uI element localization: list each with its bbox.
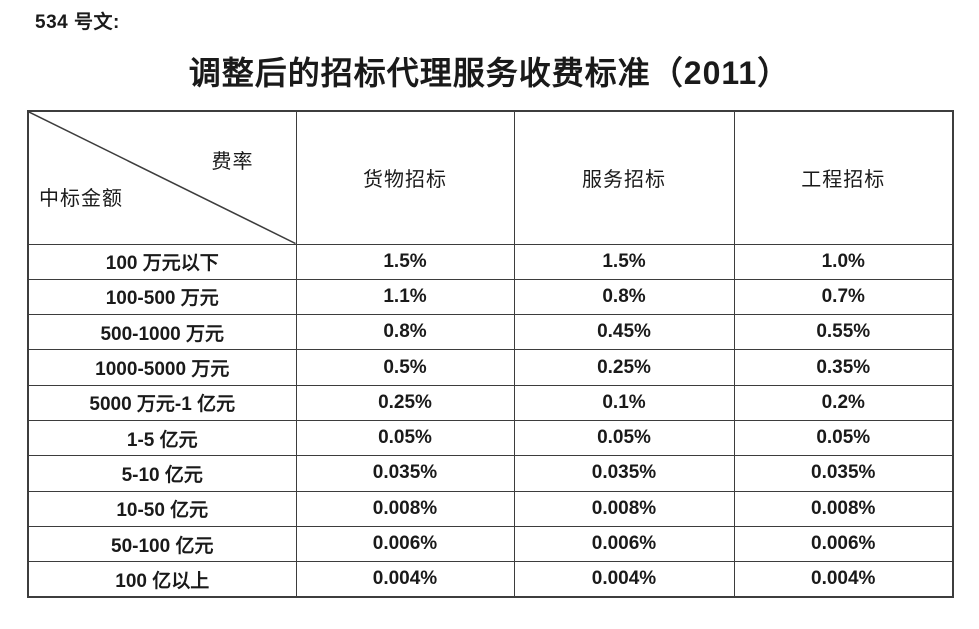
row-label: 100 亿以上 bbox=[27, 561, 297, 598]
rate-cell: 1.5% bbox=[295, 243, 515, 280]
table-row: 100 亿以上 0.004% 0.004% 0.004% bbox=[27, 561, 954, 598]
rate-cell: 0.8% bbox=[295, 314, 515, 351]
rate-cell: 0.006% bbox=[513, 525, 735, 563]
rate-cell: 0.035% bbox=[733, 455, 954, 492]
table-row: 100-500 万元 1.1% 0.8% 0.7% bbox=[27, 278, 954, 316]
rate-cell: 0.004% bbox=[295, 561, 515, 598]
rate-cell: 0.05% bbox=[733, 419, 954, 457]
column-header-services: 服务招标 bbox=[513, 110, 735, 245]
row-label: 100-500 万元 bbox=[27, 278, 297, 316]
rate-cell: 0.008% bbox=[733, 490, 954, 527]
column-header-engineering: 工程招标 bbox=[733, 110, 954, 245]
rate-cell: 0.004% bbox=[513, 561, 735, 598]
row-label: 10-50 亿元 bbox=[27, 490, 297, 527]
rate-cell: 0.035% bbox=[513, 455, 735, 492]
table-row: 500-1000 万元 0.8% 0.45% 0.55% bbox=[27, 314, 954, 351]
fee-rate-table: 费率 中标金额 货物招标 服务招标 工程招标 100 万元以下 1.5% 1.5… bbox=[27, 110, 954, 598]
table-row: 5-10 亿元 0.035% 0.035% 0.035% bbox=[27, 455, 954, 492]
rate-cell: 0.45% bbox=[513, 314, 735, 351]
table-row: 10-50 亿元 0.008% 0.008% 0.008% bbox=[27, 490, 954, 527]
table-row: 100 万元以下 1.5% 1.5% 1.0% bbox=[27, 243, 954, 280]
column-header-goods: 货物招标 bbox=[295, 110, 515, 245]
diagonal-divider bbox=[29, 112, 296, 244]
rate-cell: 1.5% bbox=[513, 243, 735, 280]
table-row: 1000-5000 万元 0.5% 0.25% 0.35% bbox=[27, 349, 954, 386]
row-label: 50-100 亿元 bbox=[27, 525, 297, 563]
rate-cell: 0.5% bbox=[295, 349, 515, 386]
rate-cell: 0.7% bbox=[733, 278, 954, 316]
row-label: 500-1000 万元 bbox=[27, 314, 297, 351]
rate-cell: 0.006% bbox=[295, 525, 515, 563]
corner-amount-label: 中标金额 bbox=[39, 187, 123, 210]
table-row: 1-5 亿元 0.05% 0.05% 0.05% bbox=[27, 419, 954, 457]
rate-cell: 0.35% bbox=[733, 349, 954, 386]
rate-cell: 0.008% bbox=[513, 490, 735, 527]
rate-cell: 0.006% bbox=[733, 525, 954, 563]
rate-cell: 0.05% bbox=[295, 419, 515, 457]
rate-cell: 0.05% bbox=[513, 419, 735, 457]
row-label: 1000-5000 万元 bbox=[27, 349, 297, 386]
row-label: 1-5 亿元 bbox=[27, 419, 297, 457]
rate-cell: 0.25% bbox=[295, 384, 515, 421]
table-row: 5000 万元-1 亿元 0.25% 0.1% 0.2% bbox=[27, 384, 954, 421]
doc-number-label: 534 号文: bbox=[35, 12, 120, 33]
rate-cell: 0.55% bbox=[733, 314, 954, 351]
rate-cell: 0.1% bbox=[513, 384, 735, 421]
rate-cell: 0.004% bbox=[733, 561, 954, 598]
row-label: 100 万元以下 bbox=[27, 243, 297, 280]
rate-cell: 0.8% bbox=[513, 278, 735, 316]
rate-cell: 0.25% bbox=[513, 349, 735, 386]
table-row: 50-100 亿元 0.006% 0.006% 0.006% bbox=[27, 525, 954, 563]
row-label: 5000 万元-1 亿元 bbox=[27, 384, 297, 421]
header-row: 费率 中标金额 货物招标 服务招标 工程招标 bbox=[27, 110, 954, 245]
row-label: 5-10 亿元 bbox=[27, 455, 297, 492]
rate-cell: 1.0% bbox=[733, 243, 954, 280]
rate-cell: 0.035% bbox=[295, 455, 515, 492]
rate-cell: 0.2% bbox=[733, 384, 954, 421]
corner-header-cell: 费率 中标金额 bbox=[27, 110, 297, 245]
page-title: 调整后的招标代理服务收费标准（2011） bbox=[188, 55, 791, 91]
rate-cell: 0.008% bbox=[295, 490, 515, 527]
rate-cell: 1.1% bbox=[295, 278, 515, 316]
corner-rate-label: 费率 bbox=[211, 151, 254, 173]
